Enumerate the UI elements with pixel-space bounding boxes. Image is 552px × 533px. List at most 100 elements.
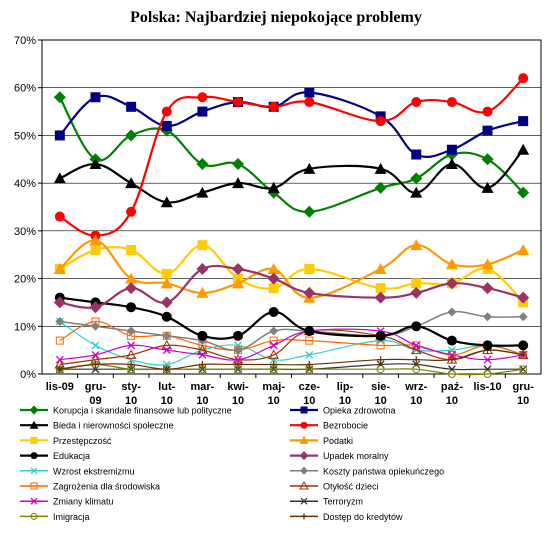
- legend-item: Dostęp do kredytów: [290, 512, 403, 522]
- legend-item: Przestępczość: [20, 436, 112, 446]
- data-point: [161, 268, 172, 279]
- data-point: [483, 312, 493, 322]
- legend-label: Opieka zdrowotna: [323, 406, 396, 416]
- data-point: [90, 92, 101, 103]
- data-point: [198, 350, 207, 359]
- data-point: [445, 258, 458, 270]
- data-point: [161, 339, 173, 350]
- data-point: [268, 101, 279, 112]
- data-point: [89, 234, 102, 246]
- data-point: [127, 360, 135, 368]
- x-tick-label: paź-10: [441, 381, 463, 407]
- data-point: [412, 356, 420, 364]
- y-tick-label: 30%: [14, 226, 36, 238]
- legend-item: Zmiany klimatu: [20, 497, 114, 507]
- data-point: [411, 149, 422, 160]
- data-point: [269, 355, 278, 364]
- data-point: [30, 467, 38, 475]
- legend-item: Opieka zdrowotna: [290, 406, 396, 416]
- legend-label: Zagrożenia dla środowiska: [53, 482, 160, 492]
- legend-label: Podatki: [323, 436, 353, 446]
- data-point: [303, 162, 316, 174]
- data-point: [89, 158, 102, 170]
- data-point: [126, 326, 136, 336]
- data-point: [300, 421, 308, 429]
- series-6: [53, 234, 530, 303]
- series-line: [59, 363, 524, 376]
- data-point: [519, 351, 527, 359]
- data-point: [268, 349, 280, 359]
- x-tick-label: lis-09: [46, 381, 74, 393]
- data-point: [303, 205, 316, 218]
- data-point: [304, 264, 315, 275]
- x-tick-label: sie-10: [371, 381, 390, 407]
- series-13: [55, 327, 528, 364]
- legend-label: Zmiany klimatu: [53, 497, 114, 507]
- legend-item: Terroryzm: [290, 497, 363, 507]
- data-point: [300, 497, 308, 505]
- data-point: [518, 116, 529, 127]
- data-point: [300, 406, 308, 414]
- data-point: [161, 120, 172, 131]
- legend-item: Korupcja i skandale finansowe lub polity…: [20, 405, 232, 416]
- data-point: [519, 365, 528, 374]
- data-point: [125, 282, 138, 295]
- data-point: [446, 335, 457, 346]
- data-point: [126, 302, 137, 313]
- data-point: [125, 129, 138, 142]
- data-point: [269, 341, 278, 350]
- data-point: [305, 336, 314, 345]
- data-point: [374, 263, 387, 275]
- data-point: [304, 87, 315, 98]
- data-point: [160, 196, 173, 208]
- data-point: [447, 370, 456, 378]
- data-point: [54, 130, 65, 141]
- data-point: [56, 365, 64, 373]
- data-point: [30, 482, 38, 490]
- data-point: [29, 420, 39, 429]
- data-point: [30, 452, 38, 460]
- data-point: [481, 282, 494, 295]
- data-point: [304, 326, 315, 337]
- data-point: [91, 341, 100, 350]
- data-point: [518, 73, 529, 84]
- data-point: [305, 360, 313, 368]
- data-point: [299, 435, 309, 444]
- data-point: [126, 101, 137, 112]
- legend-item: Wzrost ekstremizmu: [20, 466, 135, 476]
- data-point: [517, 143, 530, 155]
- data-point: [377, 356, 385, 364]
- x-tick-label: lut-10: [158, 381, 175, 407]
- data-point: [446, 97, 457, 108]
- data-point: [303, 286, 316, 299]
- data-point: [375, 116, 386, 127]
- data-point: [161, 311, 172, 322]
- data-point: [269, 336, 278, 345]
- data-point: [126, 206, 137, 217]
- x-tick-label: gru-10: [512, 381, 534, 407]
- data-point: [232, 277, 245, 289]
- data-point: [482, 125, 493, 136]
- legend-label: Wzrost ekstremizmu: [53, 466, 135, 476]
- data-point: [410, 344, 422, 355]
- data-point: [197, 330, 208, 341]
- data-point: [518, 340, 529, 351]
- data-point: [160, 277, 173, 289]
- x-tick-label: sty-10: [121, 381, 141, 407]
- data-point: [232, 158, 245, 171]
- legend-item: Bezrobocie: [290, 421, 368, 431]
- data-point: [412, 365, 421, 374]
- data-point: [55, 317, 65, 327]
- y-tick-label: 10%: [14, 321, 36, 333]
- data-point: [304, 97, 315, 108]
- x-tick-label: cze-10: [299, 381, 321, 407]
- data-point: [270, 360, 278, 368]
- x-tick-label: maj-10: [262, 381, 285, 407]
- data-point: [411, 278, 422, 289]
- data-point: [197, 106, 208, 117]
- data-point: [481, 153, 494, 166]
- data-point: [267, 263, 280, 275]
- x-axis: lis-09 gru-09 sty-10 lut-10 mar-10 kwi-10 maj-…: [46, 374, 534, 407]
- data-point: [518, 312, 528, 322]
